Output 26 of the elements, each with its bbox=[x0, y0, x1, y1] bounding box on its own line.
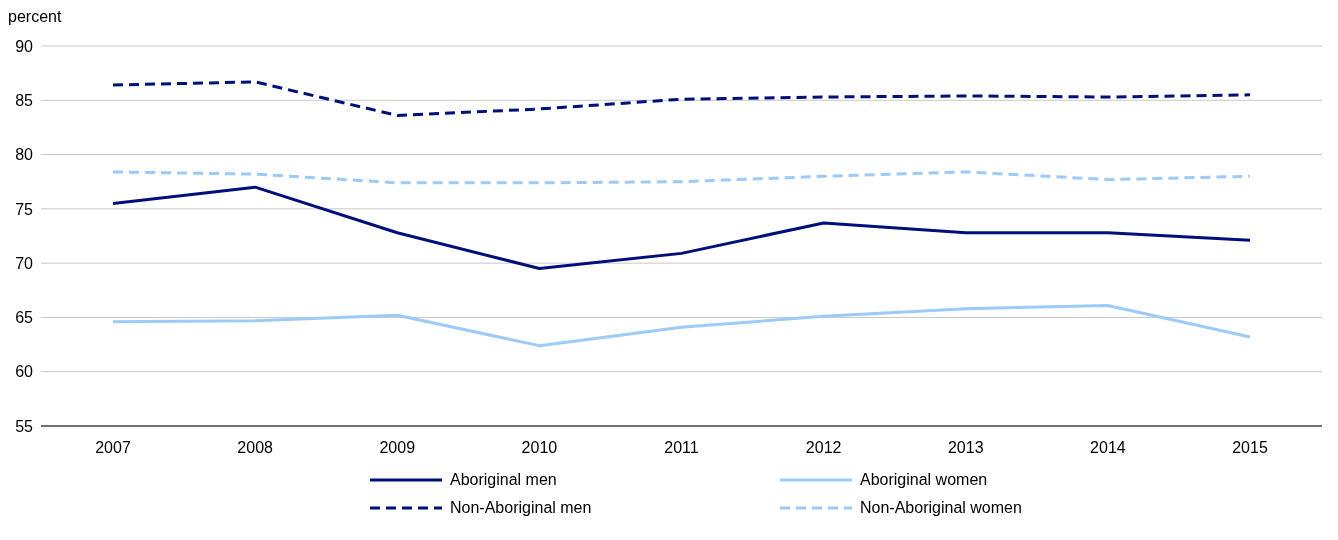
y-tick-label: 55 bbox=[15, 417, 34, 435]
x-tick-label: 2009 bbox=[379, 439, 416, 457]
x-tick-label: 2013 bbox=[947, 439, 984, 457]
x-tick-label: 2010 bbox=[521, 439, 558, 457]
line-series bbox=[111, 185, 1252, 271]
y-tick-label: 65 bbox=[15, 309, 34, 327]
y-tick-label: 80 bbox=[15, 146, 34, 164]
legend-label: Aboriginal women bbox=[860, 471, 988, 489]
y-tick-label: 90 bbox=[15, 37, 34, 55]
legend-label: Aboriginal men bbox=[450, 471, 557, 489]
x-tick-label: 2012 bbox=[805, 439, 842, 457]
y-tick-label: 85 bbox=[15, 91, 34, 109]
y-tick-label: 70 bbox=[15, 254, 34, 272]
x-tick-label: 2011 bbox=[664, 439, 699, 457]
x-tick-label: 2008 bbox=[237, 439, 274, 457]
legend-label: Non-Aboriginal women bbox=[860, 499, 1022, 517]
line-series bbox=[111, 303, 1252, 348]
y-tick-label: 60 bbox=[15, 363, 34, 381]
legend-label: Non-Aboriginal men bbox=[450, 499, 592, 517]
x-tick-label: 2015 bbox=[1232, 439, 1268, 457]
line-series bbox=[111, 170, 1252, 185]
x-tick-label: 2007 bbox=[95, 439, 131, 457]
line-series bbox=[111, 80, 1252, 117]
y-tick-label: 75 bbox=[15, 200, 34, 218]
x-tick-label: 2014 bbox=[1090, 439, 1126, 457]
y-axis-title: percent bbox=[8, 8, 62, 26]
